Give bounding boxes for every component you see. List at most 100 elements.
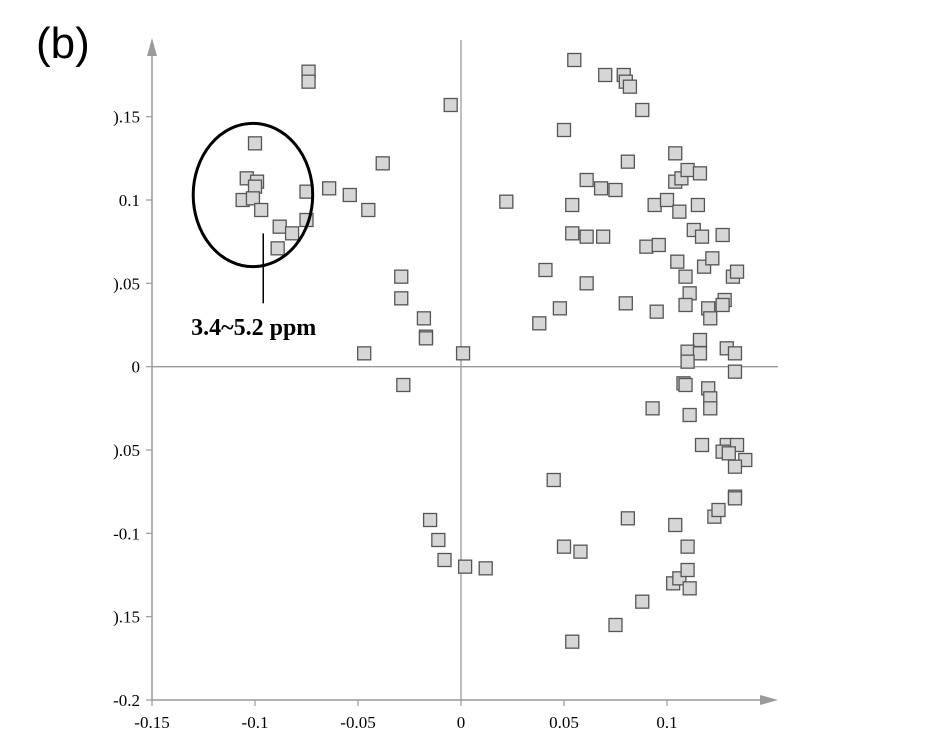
data-point	[322, 181, 337, 196]
data-points	[235, 52, 753, 649]
data-point	[703, 401, 718, 416]
data-point	[729, 264, 745, 279]
data-point	[670, 254, 685, 269]
data-point	[680, 162, 695, 178]
y-tick-label: ).05	[113, 441, 140, 460]
data-point	[705, 251, 720, 266]
data-point	[532, 316, 547, 331]
data-point	[342, 187, 357, 203]
data-point	[416, 311, 432, 326]
y-tick-label: ).05	[113, 274, 140, 293]
data-point	[272, 219, 287, 234]
data-point	[593, 181, 609, 196]
panel-label: (b)	[36, 19, 90, 68]
data-point	[478, 561, 493, 576]
data-point	[727, 364, 743, 379]
data-point	[715, 227, 730, 243]
data-point	[727, 459, 743, 474]
data-point	[546, 472, 561, 488]
data-point	[573, 544, 588, 559]
data-point	[538, 262, 553, 278]
data-point	[680, 354, 695, 369]
data-point	[645, 401, 660, 416]
data-point	[552, 301, 568, 316]
data-point	[620, 511, 636, 526]
data-point	[565, 226, 580, 241]
data-point	[608, 617, 623, 633]
data-point	[254, 202, 269, 218]
data-point	[672, 204, 687, 219]
data-point	[565, 634, 580, 649]
data-point	[690, 197, 706, 213]
data-point	[678, 269, 693, 284]
data-point	[635, 594, 650, 609]
data-point	[443, 97, 458, 113]
data-point	[556, 539, 572, 554]
data-point	[703, 311, 718, 326]
data-point	[678, 377, 693, 393]
data-point	[394, 269, 409, 284]
y-tick-label: -0.2	[113, 691, 140, 710]
data-point	[431, 532, 446, 548]
data-point	[692, 346, 708, 361]
data-point	[556, 122, 572, 138]
data-point	[270, 241, 285, 256]
x-tick-label: -0.15	[134, 713, 169, 732]
data-point	[727, 491, 743, 506]
data-point	[418, 331, 434, 346]
data-point	[620, 154, 636, 169]
x-axis-arrow	[760, 695, 778, 705]
data-point	[579, 276, 594, 291]
y-axis-arrow	[147, 38, 157, 56]
data-point	[437, 552, 452, 568]
data-point	[715, 297, 730, 313]
y-tick-label: 0	[132, 358, 141, 377]
data-point	[245, 191, 261, 206]
x-tick-label: 0.1	[656, 713, 677, 732]
axes	[147, 38, 778, 705]
data-point	[361, 202, 376, 218]
data-point	[608, 182, 623, 198]
data-point	[711, 502, 726, 518]
y-tick-label: -0.1	[113, 524, 140, 543]
data-point	[394, 291, 409, 306]
annotation-label: 3.4~5.2 ppm	[191, 315, 316, 341]
x-tick-label: 0	[457, 713, 466, 732]
y-tick-label: ).15	[113, 108, 140, 127]
data-point	[579, 172, 594, 188]
data-point	[647, 197, 662, 213]
data-point	[668, 146, 683, 161]
data-point	[455, 346, 471, 361]
data-point	[694, 229, 710, 244]
data-point	[422, 512, 438, 528]
data-point	[598, 67, 613, 83]
data-point	[375, 156, 390, 171]
data-point	[301, 74, 316, 89]
highlight-ellipse	[191, 121, 315, 269]
data-point	[635, 102, 650, 118]
data-point	[284, 226, 300, 241]
data-point	[682, 581, 697, 596]
y-tick-label: 0.1	[119, 191, 140, 210]
data-point	[247, 136, 263, 151]
data-point	[622, 79, 638, 94]
data-point	[727, 346, 743, 361]
data-point	[694, 437, 710, 453]
x-tick-label: -0.05	[340, 713, 375, 732]
data-point	[618, 296, 633, 311]
data-point	[682, 407, 697, 423]
data-point	[457, 559, 473, 574]
data-point	[649, 304, 664, 319]
data-point	[721, 446, 736, 461]
data-point	[396, 377, 411, 393]
x-tick-label: -0.1	[242, 713, 269, 732]
y-tick-label: ).15	[113, 608, 140, 627]
x-tick-label: 0.05	[549, 713, 579, 732]
data-point	[680, 539, 695, 554]
data-point	[595, 229, 611, 244]
data-point	[680, 562, 695, 578]
annotation: 3.4~5.2 ppm	[191, 121, 316, 341]
data-point	[659, 192, 675, 208]
data-point	[499, 194, 514, 209]
